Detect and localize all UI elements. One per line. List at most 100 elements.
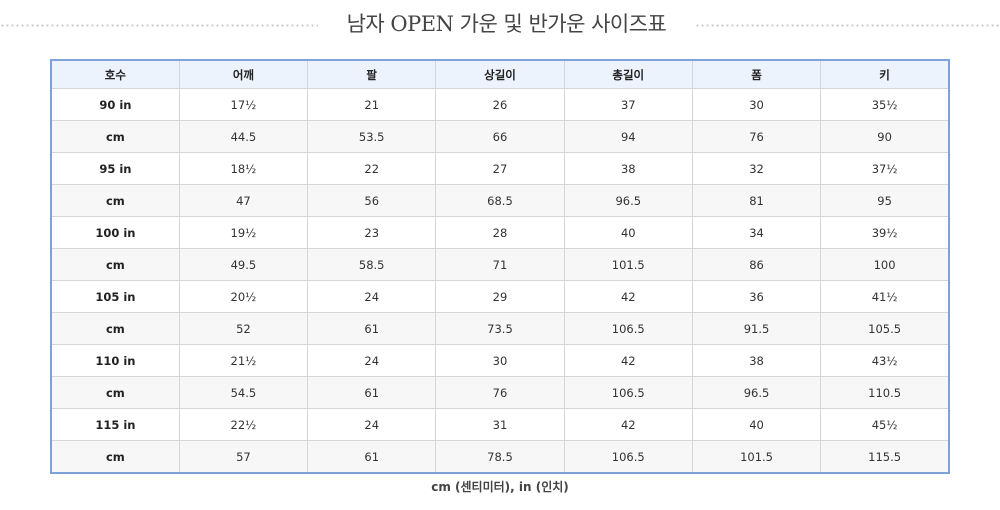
table-cell: 22½ (178, 408, 309, 441)
table-row: 95 in 18½ 22 27 38 32 37½ (50, 152, 950, 185)
table-cell: 96.5 (691, 376, 822, 409)
table-cell: 68.5 (435, 184, 565, 217)
table-cell: 71 (435, 248, 565, 281)
table-row: 115 in 22½ 24 31 42 40 45½ (50, 408, 950, 441)
table-cell: 58.5 (307, 248, 437, 281)
table-cell: 73.5 (435, 312, 565, 345)
table-cell: 39½ (820, 216, 950, 249)
table-cell: 21 (307, 88, 437, 121)
table-cell: 42 (563, 280, 693, 313)
table-cell: 18½ (178, 152, 309, 185)
table-cell: 76 (435, 376, 565, 409)
header-shoulder: 어깨 (178, 59, 309, 89)
table-row: 100 in 19½ 23 28 40 34 39½ (50, 216, 950, 249)
table-row: cm 49.5 58.5 71 101.5 86 100 (50, 248, 950, 281)
table-cell: 56 (307, 184, 437, 217)
table-cell: 100 (820, 248, 950, 281)
table-cell: 34 (691, 216, 822, 249)
table-row: cm 52 61 73.5 106.5 91.5 105.5 (50, 312, 950, 345)
table-cell: 44.5 (178, 120, 309, 153)
table-cell: 61 (307, 312, 437, 345)
table-cell: 42 (563, 344, 693, 377)
table-cell: 31 (435, 408, 565, 441)
table-cell: 115.5 (820, 440, 950, 474)
title-decoration-right (695, 23, 1000, 29)
table-cell: 27 (435, 152, 565, 185)
table-cell: 19½ (178, 216, 309, 249)
table-cell: 95 (820, 184, 950, 217)
table-cell: 23 (307, 216, 437, 249)
table-cell: 105.5 (820, 312, 950, 345)
table-cell: 41½ (820, 280, 950, 313)
row-label-cell: cm (50, 120, 180, 153)
table-cell: 32 (691, 152, 822, 185)
table-cell: 36 (691, 280, 822, 313)
header-size: 호수 (50, 59, 180, 89)
header-row: 호수 어깨 팔 상길이 총길이 폼 키 (50, 59, 950, 89)
table-cell: 29 (435, 280, 565, 313)
table-cell: 101.5 (563, 248, 693, 281)
table-body: 90 in 17½ 21 26 37 30 35½ cm 44.5 53.5 66 94 76 90 95 … (50, 88, 950, 474)
row-label-cell: cm (50, 312, 180, 345)
row-label-cell: cm (50, 440, 180, 474)
table-row: 90 in 17½ 21 26 37 30 35½ (50, 88, 950, 121)
size-table: 호수 어깨 팔 상길이 총길이 폼 키 90 in 17½ 21 26 37 30 35½ c… (50, 59, 950, 474)
table-cell: 110.5 (820, 376, 950, 409)
table-cell: 42 (563, 408, 693, 441)
row-label-cell: cm (50, 184, 180, 217)
table-cell: 26 (435, 88, 565, 121)
title-decoration-left (0, 23, 318, 29)
table-cell: 47 (178, 184, 309, 217)
row-label-cell: 95 in (50, 152, 180, 185)
row-label-cell: 110 in (50, 344, 180, 377)
table-cell: 57 (178, 440, 309, 474)
table-row: cm 57 61 78.5 106.5 101.5 115.5 (50, 440, 950, 474)
table-cell: 24 (307, 280, 437, 313)
row-label-cell: cm (50, 248, 180, 281)
table-row: cm 54.5 61 76 106.5 96.5 110.5 (50, 376, 950, 409)
title-row: 남자 OPEN 가운 및 반가운 사이즈표 (0, 6, 1000, 42)
table-cell: 81 (691, 184, 822, 217)
table-cell: 61 (307, 440, 437, 474)
header-sleeve: 팔 (307, 59, 437, 89)
table-cell: 61 (307, 376, 437, 409)
table-cell: 45½ (820, 408, 950, 441)
table-cell: 21½ (178, 344, 309, 377)
table-cell: 37½ (820, 152, 950, 185)
table-cell: 37 (563, 88, 693, 121)
row-label-cell: 100 in (50, 216, 180, 249)
table-cell: 78.5 (435, 440, 565, 474)
row-label-cell: 90 in (50, 88, 180, 121)
header-top-length: 상길이 (435, 59, 565, 89)
row-label-cell: cm (50, 376, 180, 409)
table-cell: 38 (691, 344, 822, 377)
table-row: cm 44.5 53.5 66 94 76 90 (50, 120, 950, 153)
table-cell: 54.5 (178, 376, 309, 409)
table-cell: 96.5 (563, 184, 693, 217)
row-label-cell: 115 in (50, 408, 180, 441)
table-cell: 38 (563, 152, 693, 185)
table-cell: 30 (691, 88, 822, 121)
table-cell: 91.5 (691, 312, 822, 345)
table-row: 105 in 20½ 24 29 42 36 41½ (50, 280, 950, 313)
table-row: 110 in 21½ 24 30 42 38 43½ (50, 344, 950, 377)
table-cell: 101.5 (691, 440, 822, 474)
unit-footnote: cm (센티미터), in (인치) (431, 480, 569, 494)
table-cell: 30 (435, 344, 565, 377)
header-width: 폼 (691, 59, 822, 89)
table-cell: 40 (691, 408, 822, 441)
table-cell: 94 (563, 120, 693, 153)
table-cell: 22 (307, 152, 437, 185)
table-cell: 52 (178, 312, 309, 345)
table-cell: 90 (820, 120, 950, 153)
table-cell: 20½ (178, 280, 309, 313)
table-cell: 28 (435, 216, 565, 249)
table-cell: 43½ (820, 344, 950, 377)
row-label-cell: 105 in (50, 280, 180, 313)
table-cell: 106.5 (563, 440, 693, 474)
header-total-length: 총길이 (563, 59, 693, 89)
table-row: cm 47 56 68.5 96.5 81 95 (50, 184, 950, 217)
table-cell: 106.5 (563, 376, 693, 409)
table-cell: 40 (563, 216, 693, 249)
table-cell: 86 (691, 248, 822, 281)
